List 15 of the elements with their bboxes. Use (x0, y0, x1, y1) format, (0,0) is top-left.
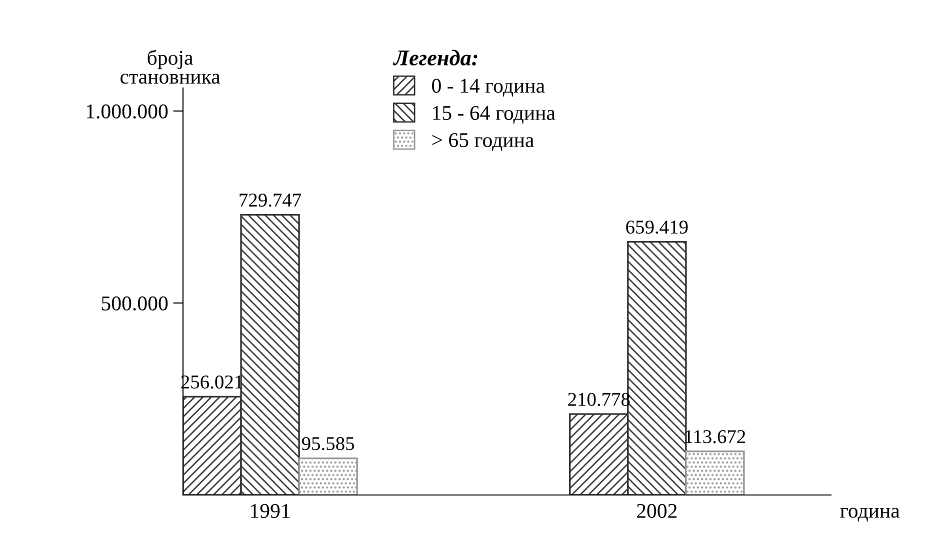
bar (685, 450, 745, 495)
y-axis-title: броја становника (120, 50, 220, 84)
bar (298, 457, 358, 495)
x-axis-title: година (840, 508, 900, 522)
legend-title: Легенда: (392, 50, 478, 66)
y-tick-label: 1.000.000 (86, 104, 168, 119)
legend-label: 0 - 14 година (432, 78, 545, 97)
data-label: 659.419 (626, 220, 688, 234)
legend-label: 15 - 64 година (433, 106, 556, 124)
x-tick-label: 1991 (251, 504, 290, 518)
x-tick-label: 2002 (636, 504, 677, 518)
legend-label: > 65 година (432, 133, 534, 151)
data-label: 729.747 (240, 194, 302, 207)
data-label: 95.585 (302, 437, 354, 450)
y-tick-label: 500.000 (102, 296, 168, 311)
